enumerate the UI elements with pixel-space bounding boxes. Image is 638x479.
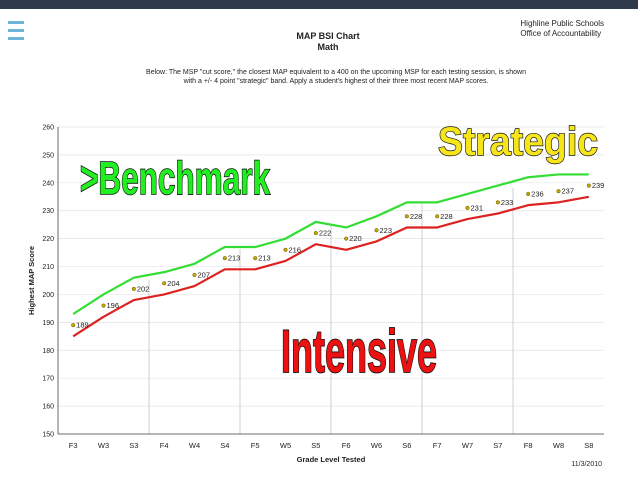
cut-score-label: 237 bbox=[562, 187, 575, 196]
cut-score-point bbox=[404, 214, 409, 219]
data-points: 189 196 202 204 207 213 213 216 222 220 223 228 228 2… bbox=[71, 181, 604, 330]
x-tick-label: F4 bbox=[160, 441, 169, 450]
x-axis-label: Grade Level Tested bbox=[297, 455, 366, 464]
cut-score-point bbox=[465, 205, 470, 210]
slide-top-band bbox=[0, 0, 638, 9]
cut-score-point bbox=[101, 303, 106, 308]
cut-score-point bbox=[313, 231, 318, 236]
y-tick-label: 260 bbox=[42, 125, 54, 132]
cut-score-label: 189 bbox=[76, 321, 89, 330]
organization-name: Highline Public Schools Office of Accoun… bbox=[520, 19, 604, 39]
chart-title-line-2: Math bbox=[317, 42, 339, 52]
cut-score-label: 228 bbox=[410, 212, 423, 221]
x-tick-label: S6 bbox=[402, 441, 411, 450]
cut-score-point bbox=[222, 256, 227, 261]
cut-score-label: 228 bbox=[440, 212, 453, 221]
cut-score-point bbox=[344, 236, 349, 241]
map-bsi-chart: 150 160 170 180 190 200 210 220 230 240 250 260 F3 W3… bbox=[27, 119, 604, 464]
y-tick-label: 160 bbox=[42, 404, 54, 411]
cut-score-point bbox=[71, 323, 76, 328]
cut-score-label: 196 bbox=[107, 301, 120, 310]
cut-score-point bbox=[556, 189, 561, 194]
x-tick-label: F7 bbox=[433, 441, 442, 450]
cut-score-label: 216 bbox=[289, 245, 302, 254]
cut-score-point bbox=[283, 247, 288, 252]
y-tick-label: 210 bbox=[42, 264, 54, 271]
x-tick-label: S4 bbox=[220, 441, 229, 450]
cut-score-label: 220 bbox=[349, 234, 362, 243]
x-tick-label: W5 bbox=[280, 441, 291, 450]
x-tick-label: F8 bbox=[524, 441, 533, 450]
y-tick-label: 250 bbox=[42, 152, 54, 159]
description-line-1: Below: The MSP "cut score," the closest … bbox=[146, 69, 526, 76]
x-tick-label: W4 bbox=[189, 441, 200, 450]
cut-score-point bbox=[162, 281, 167, 286]
cut-score-point bbox=[192, 272, 197, 277]
zone-label-intensive: Intensive bbox=[281, 318, 437, 385]
x-tick-label: S8 bbox=[584, 441, 593, 450]
cut-score-point bbox=[526, 191, 531, 197]
cut-score-label: 239 bbox=[592, 181, 605, 190]
cut-score-label: 207 bbox=[198, 270, 211, 279]
cut-score-label: 231 bbox=[471, 203, 484, 212]
slide-left-margin bbox=[0, 9, 26, 479]
zone-label-strategic: Strategic bbox=[438, 120, 598, 164]
cut-score-point bbox=[435, 214, 440, 219]
y-tick-label: 220 bbox=[42, 236, 54, 243]
series-line-lower bbox=[72, 195, 590, 338]
cut-score-label: 236 bbox=[531, 189, 544, 198]
x-tick-label: W6 bbox=[371, 441, 382, 450]
cut-score-point bbox=[253, 256, 258, 261]
cut-score-point bbox=[586, 183, 591, 188]
y-tick-label: 240 bbox=[42, 180, 54, 187]
x-tick-label: F3 bbox=[69, 441, 78, 450]
x-tick-label: S3 bbox=[129, 441, 138, 450]
cut-score-label: 223 bbox=[380, 226, 393, 235]
series-line-upper bbox=[72, 173, 589, 315]
axes: 150 160 170 180 190 200 210 220 230 240 250 260 F3 W3… bbox=[27, 125, 604, 464]
x-tick-label: W7 bbox=[462, 441, 473, 450]
chart-description: Below: The MSP "cut score," the closest … bbox=[76, 68, 596, 86]
cut-score-label: 204 bbox=[167, 279, 180, 288]
document-page: Highline Public Schools Office of Accoun… bbox=[26, 9, 630, 479]
zone-label-benchmark: >Benchmark bbox=[80, 152, 270, 204]
slide-accent-bar bbox=[8, 21, 24, 24]
org-line-1: Highline Public Schools bbox=[520, 19, 604, 28]
cut-score-label: 222 bbox=[319, 229, 332, 238]
cut-score-point bbox=[495, 200, 500, 205]
y-tick-label: 230 bbox=[42, 208, 54, 215]
cut-score-point bbox=[374, 228, 379, 233]
zone-labels: >Benchmark Strategic Intensive bbox=[79, 119, 599, 386]
y-tick-label: 170 bbox=[42, 376, 54, 383]
series-lines bbox=[72, 173, 590, 338]
cut-score-label: 213 bbox=[228, 254, 241, 263]
description-line-2: with a +/- 4 point "strategic" band. App… bbox=[183, 78, 489, 85]
x-tick-label: W3 bbox=[98, 441, 109, 450]
y-tick-label: 180 bbox=[42, 348, 54, 355]
chart-title: MAP BSI Chart Math bbox=[26, 31, 630, 53]
slide-accent-bar bbox=[8, 29, 24, 32]
slide-accent-bar bbox=[8, 37, 24, 40]
chart-title-line-1: MAP BSI Chart bbox=[296, 31, 360, 41]
x-tick-label: W8 bbox=[553, 441, 564, 450]
x-tick-label: S7 bbox=[493, 441, 502, 450]
x-tick-label: F6 bbox=[342, 441, 351, 450]
y-tick-label: 200 bbox=[42, 292, 54, 299]
cut-score-label: 202 bbox=[137, 284, 150, 293]
y-axis-label: Highest MAP Score bbox=[27, 246, 36, 315]
year-dividers bbox=[148, 187, 514, 434]
org-line-2: Office of Accountability bbox=[520, 29, 602, 38]
y-tick-label: 190 bbox=[42, 320, 54, 327]
report-date: 11/3/2010 bbox=[571, 461, 602, 468]
cut-score-label: 233 bbox=[501, 198, 514, 207]
cut-score-point bbox=[131, 286, 136, 291]
x-tick-label: F5 bbox=[251, 441, 260, 450]
cut-score-label: 213 bbox=[258, 254, 271, 263]
x-tick-label: S5 bbox=[311, 441, 320, 450]
y-tick-label: 150 bbox=[42, 432, 54, 439]
